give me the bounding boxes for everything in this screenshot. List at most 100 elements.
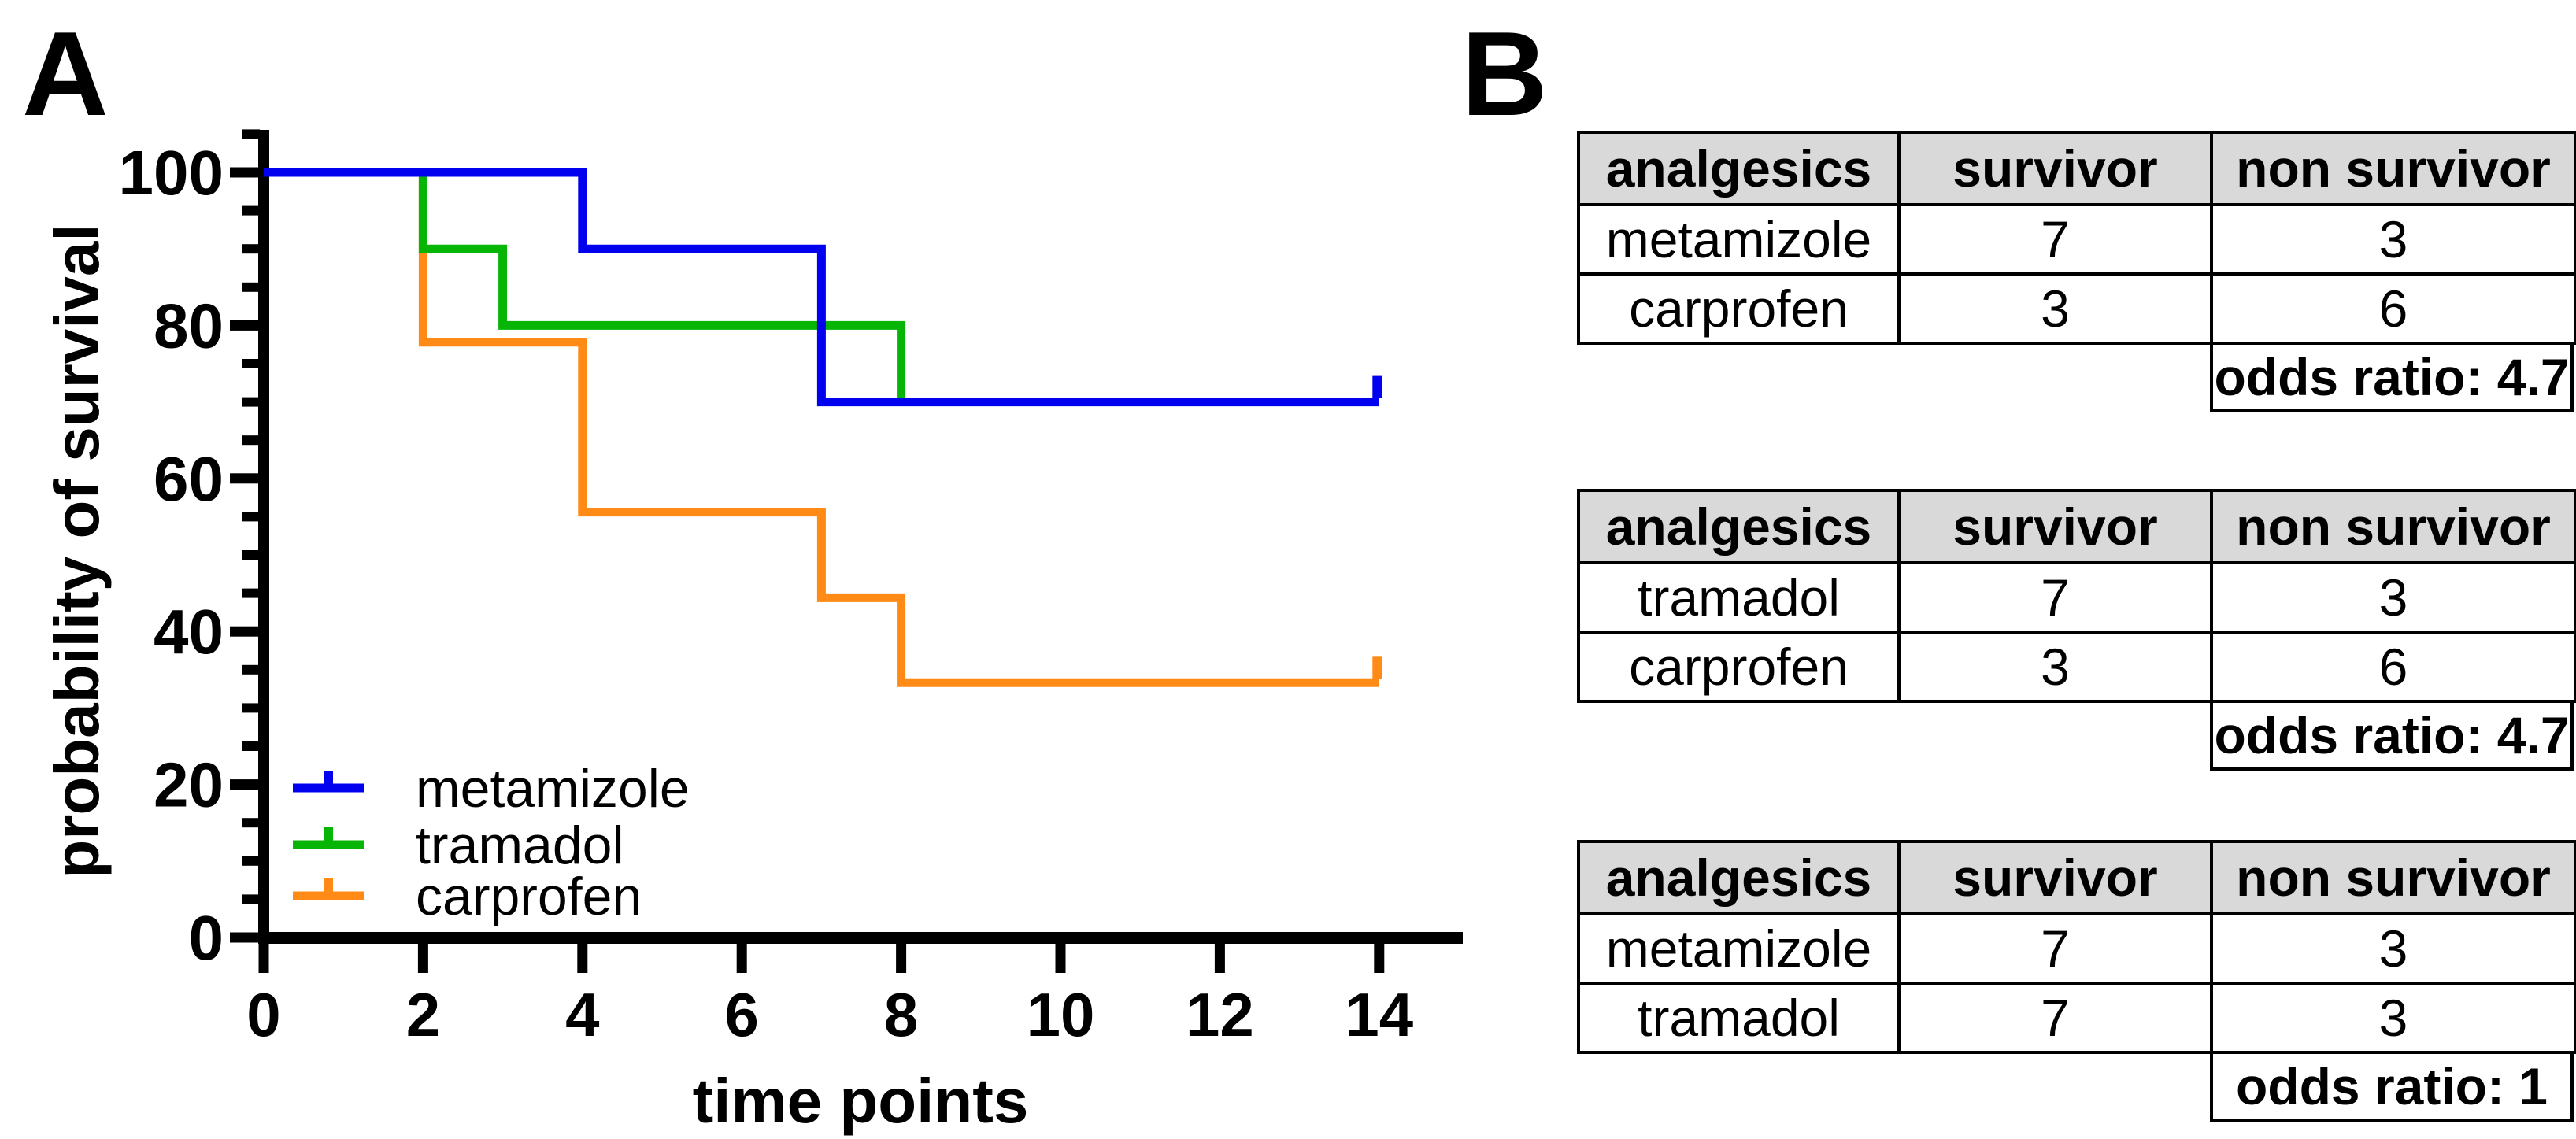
x-axis-line — [258, 932, 1463, 944]
x-tick — [736, 944, 747, 973]
x-tick — [1374, 944, 1385, 973]
table-row: tramadol 7 3 — [1577, 561, 2576, 634]
x-tick — [896, 944, 907, 973]
panel-a-label: A — [22, 7, 109, 141]
y-minor-tick — [242, 818, 260, 828]
x-tick — [417, 944, 428, 973]
cell-non-survivor-count: 3 — [2210, 561, 2576, 634]
cell-survivor-count: 3 — [1897, 272, 2213, 345]
cell-analgesic-name: tramadol — [1577, 561, 1901, 634]
y-tick-label-100: 100 — [119, 138, 224, 208]
cell-non-survivor-count: 3 — [2210, 982, 2576, 1054]
y-tick-label-0: 0 — [189, 903, 224, 973]
cell-analgesic-name: metamizole — [1577, 912, 1901, 985]
legend-tramadol-label: tramadol — [416, 815, 624, 875]
y-tick-label-20: 20 — [154, 750, 224, 820]
y-minor-tick — [242, 282, 260, 292]
cell-analgesic-name: carprofen — [1577, 631, 1901, 703]
x-tick — [258, 944, 269, 973]
table-header-row: analgesics survivor non survivor — [1577, 489, 2576, 564]
y-minor-tick — [242, 741, 260, 751]
y-minor-tick — [242, 512, 260, 522]
y-minor-tick — [242, 664, 260, 675]
legend-tramadol-line — [293, 840, 364, 849]
y-minor-tick — [242, 588, 260, 598]
x-axis-title: time points — [693, 1066, 1029, 1136]
y-minor-tick — [242, 359, 260, 368]
series-metamizole-line — [264, 168, 1379, 407]
contingency-table-2: analgesics survivor non survivor tramado… — [1577, 489, 2576, 703]
y-minor-tick — [242, 894, 260, 904]
cell-analgesic-name: carprofen — [1577, 272, 1901, 345]
survival-chart: 0 20 40 60 80 100 0 2 4 6 8 10 12 14 time points probab… — [42, 129, 1463, 1136]
col-header-non-survivor: non survivor — [2210, 489, 2576, 564]
cell-non-survivor-count: 3 — [2210, 912, 2576, 985]
x-tick-label-12: 12 — [1186, 980, 1254, 1049]
y-major-tick — [230, 320, 260, 331]
table-row: metamizole 7 3 — [1577, 203, 2576, 276]
col-header-analgesics: analgesics — [1577, 840, 1901, 915]
table-header-row: analgesics survivor non survivor — [1577, 840, 2576, 915]
cell-survivor-count: 7 — [1897, 203, 2213, 276]
odds-ratio-box: odds ratio: 1 — [2210, 1051, 2574, 1122]
cell-survivor-count: 3 — [1897, 631, 2213, 703]
col-header-non-survivor: non survivor — [2210, 840, 2576, 915]
panel-b-label: B — [1461, 7, 1548, 141]
y-minor-tick — [242, 435, 260, 446]
odds-ratio-box: odds ratio: 4.7 — [2210, 700, 2574, 771]
cell-non-survivor-count: 6 — [2210, 631, 2576, 703]
cell-non-survivor-count: 6 — [2210, 272, 2576, 345]
cell-analgesic-name: tramadol — [1577, 982, 1901, 1054]
cell-survivor-count: 7 — [1897, 561, 2213, 634]
col-header-analgesics: analgesics — [1577, 131, 1901, 206]
y-major-tick — [230, 473, 260, 484]
cell-analgesic-name: metamizole — [1577, 203, 1901, 276]
table-row: metamizole 7 3 — [1577, 912, 2576, 985]
y-major-tick — [230, 779, 260, 790]
legend-metamizole-label: metamizole — [416, 759, 690, 819]
y-tick-label-60: 60 — [154, 444, 224, 514]
y-minor-tick — [242, 244, 260, 254]
legend-carprofen-line — [293, 891, 364, 900]
y-minor-tick — [242, 205, 260, 216]
contingency-table-block-3: analgesics survivor non survivor metamiz… — [1577, 840, 2576, 1122]
legend-carprofen-censor-tick — [324, 878, 333, 892]
y-major-tick — [230, 932, 260, 943]
cell-non-survivor-count: 3 — [2210, 203, 2576, 276]
contingency-table-block-2: analgesics survivor non survivor tramado… — [1577, 489, 2576, 771]
table-header-row: analgesics survivor non survivor — [1577, 131, 2576, 206]
contingency-table-block-1: analgesics survivor non survivor metamiz… — [1577, 131, 2576, 412]
y-minor-tick — [242, 129, 260, 139]
x-tick — [577, 944, 588, 973]
table-row: tramadol 7 3 — [1577, 982, 2576, 1054]
col-header-survivor: survivor — [1897, 840, 2213, 915]
x-tick-label-4: 4 — [565, 980, 599, 1049]
series-carprofen-line — [264, 168, 1379, 687]
legend-metamizole-line — [293, 783, 364, 793]
x-tick-label-6: 6 — [725, 980, 759, 1049]
cell-survivor-count: 7 — [1897, 982, 2213, 1054]
y-major-tick — [230, 626, 260, 637]
y-major-tick — [230, 167, 260, 178]
legend-metamizole-censor-tick — [324, 771, 333, 784]
x-tick-label-2: 2 — [406, 980, 440, 1049]
y-minor-tick — [242, 703, 260, 713]
y-minor-tick — [242, 856, 260, 866]
col-header-analgesics: analgesics — [1577, 489, 1901, 564]
y-minor-tick — [242, 550, 260, 560]
contingency-table-1: analgesics survivor non survivor metamiz… — [1577, 131, 2576, 345]
series-metamizole-censor-tick — [1372, 375, 1382, 398]
series-carprofen-censor-tick — [1372, 656, 1382, 679]
y-minor-tick — [242, 397, 260, 407]
x-tick-label-0: 0 — [246, 980, 280, 1049]
col-header-non-survivor: non survivor — [2210, 131, 2576, 206]
x-tick-label-8: 8 — [884, 980, 918, 1049]
table-row: carprofen 3 6 — [1577, 631, 2576, 703]
cell-survivor-count: 7 — [1897, 912, 2213, 985]
y-tick-label-40: 40 — [154, 597, 224, 667]
col-header-survivor: survivor — [1897, 489, 2213, 564]
legend-carprofen-label: carprofen — [416, 867, 642, 926]
x-tick — [1214, 944, 1225, 973]
contingency-table-3: analgesics survivor non survivor metamiz… — [1577, 840, 2576, 1054]
x-tick — [1055, 944, 1066, 973]
